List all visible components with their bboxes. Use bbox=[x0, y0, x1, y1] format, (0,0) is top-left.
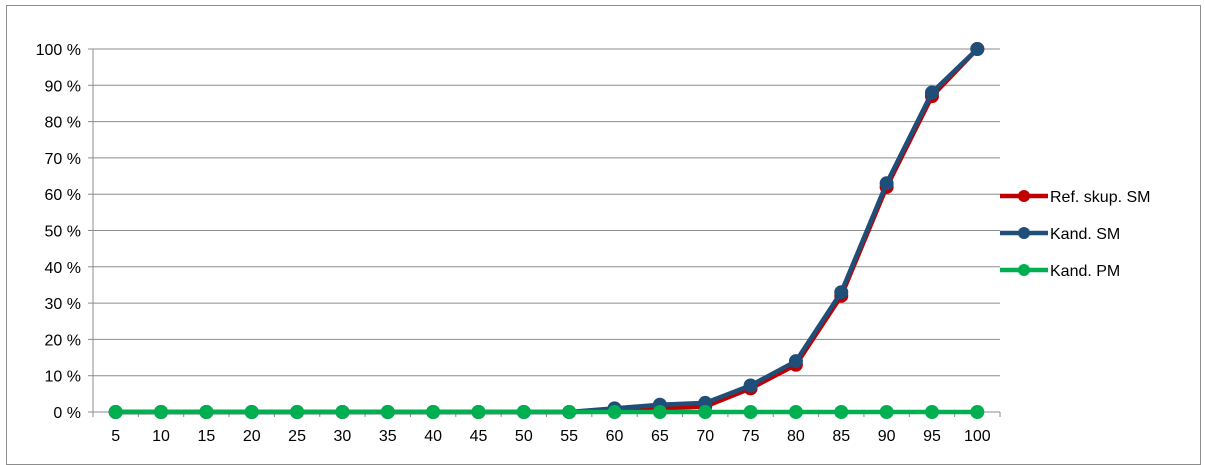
data-point bbox=[970, 405, 985, 419]
legend-swatch-marker bbox=[1018, 227, 1030, 239]
data-point bbox=[335, 405, 350, 419]
x-tick-label: 70 bbox=[696, 428, 714, 445]
data-point bbox=[471, 405, 486, 419]
data-point bbox=[743, 405, 758, 419]
data-point bbox=[970, 42, 985, 56]
x-tick-label: 100 bbox=[964, 428, 991, 445]
y-tick-label: 100 % bbox=[36, 42, 81, 59]
y-axis-ticks: 0 % 10 % 20 % 30 % 40 % 50 % 60 % 70 % 80 % 90 % 1… bbox=[36, 42, 93, 422]
legend-item: Kand. PM bbox=[1000, 263, 1120, 280]
series-2 bbox=[108, 405, 985, 419]
data-point bbox=[244, 405, 259, 419]
x-tick-label: 85 bbox=[832, 428, 850, 445]
legend-label: Kand. PM bbox=[1050, 263, 1120, 280]
x-tick-label: 10 bbox=[152, 428, 170, 445]
x-tick-label: 90 bbox=[878, 428, 896, 445]
x-tick-label: 60 bbox=[606, 428, 624, 445]
x-tick-label: 35 bbox=[379, 428, 397, 445]
data-point bbox=[879, 405, 894, 419]
x-tick-label: 80 bbox=[787, 428, 805, 445]
legend-label: Kand. SM bbox=[1050, 226, 1120, 243]
series-lines bbox=[108, 42, 985, 419]
legend-swatch-marker bbox=[1018, 190, 1030, 202]
data-point bbox=[788, 354, 803, 369]
gridlines bbox=[93, 48, 1000, 377]
data-point bbox=[924, 405, 939, 419]
x-tick-label: 65 bbox=[651, 428, 669, 445]
x-tick-label: 95 bbox=[923, 428, 941, 445]
legend-item: Kand. SM bbox=[1000, 226, 1120, 243]
x-tick-label: 45 bbox=[470, 428, 488, 445]
data-point bbox=[879, 176, 894, 191]
data-point bbox=[562, 405, 577, 419]
x-axis-ticks: 5 10 15 20 25 30 35 40 45 50 55 60 65 70 75 80 85 90 95 100 bbox=[92, 412, 1001, 445]
y-tick-label: 20 % bbox=[45, 332, 81, 349]
data-point bbox=[834, 285, 849, 300]
x-tick-label: 5 bbox=[111, 428, 120, 445]
data-point bbox=[426, 405, 441, 419]
legend: Ref. skup. SM Kand. SM Kand. PM bbox=[1000, 189, 1150, 280]
y-tick-label: 30 % bbox=[45, 296, 81, 313]
legend-label: Ref. skup. SM bbox=[1050, 189, 1150, 206]
line-chart: 0 % 10 % 20 % 30 % 40 % 50 % 60 % 70 % 80 % 90 % 1… bbox=[36, 42, 1150, 445]
data-point bbox=[834, 405, 849, 419]
y-tick-label: 80 % bbox=[45, 115, 81, 132]
data-point bbox=[788, 405, 803, 419]
x-tick-label: 15 bbox=[197, 428, 215, 445]
data-point bbox=[290, 405, 305, 419]
x-tick-label: 20 bbox=[243, 428, 261, 445]
data-point bbox=[154, 405, 169, 419]
y-tick-label: 60 % bbox=[45, 187, 81, 204]
y-tick-label: 70 % bbox=[45, 151, 81, 168]
y-tick-label: 0 % bbox=[53, 405, 81, 422]
y-tick-label: 40 % bbox=[45, 260, 81, 277]
data-point bbox=[652, 405, 667, 419]
data-point bbox=[516, 405, 531, 419]
legend-item: Ref. skup. SM bbox=[1000, 189, 1150, 206]
data-point bbox=[698, 405, 713, 419]
x-tick-label: 30 bbox=[334, 428, 352, 445]
data-point bbox=[380, 405, 395, 419]
x-tick-label: 50 bbox=[515, 428, 533, 445]
data-point bbox=[108, 405, 123, 419]
data-point bbox=[199, 405, 214, 419]
data-point bbox=[743, 378, 758, 393]
y-tick-label: 90 % bbox=[45, 78, 81, 95]
x-tick-label: 75 bbox=[742, 428, 760, 445]
y-tick-label: 50 % bbox=[45, 224, 81, 241]
x-tick-label: 55 bbox=[560, 428, 578, 445]
x-tick-label: 25 bbox=[288, 428, 306, 445]
data-point bbox=[607, 405, 622, 419]
x-tick-label: 40 bbox=[424, 428, 442, 445]
y-tick-label: 10 % bbox=[45, 369, 81, 386]
data-point bbox=[924, 85, 939, 100]
legend-swatch-marker bbox=[1018, 264, 1030, 276]
